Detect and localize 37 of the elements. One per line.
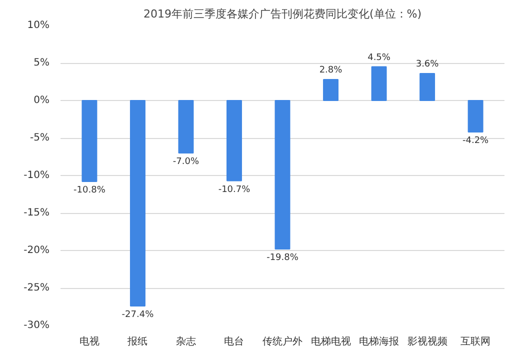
y-tick-label: 5%	[34, 58, 50, 68]
y-tick-label: 10%	[27, 20, 50, 31]
data-label: -4.2%	[462, 136, 490, 146]
bar	[178, 100, 194, 154]
bar	[82, 100, 98, 182]
x-tick-label: 互联网	[460, 336, 491, 348]
y-tick-label: -5%	[30, 132, 50, 144]
data-label: -27.4%	[122, 310, 154, 320]
x-tick-label: 影视视频	[407, 336, 448, 348]
bar	[323, 79, 338, 101]
x-tick-label: 电梯海报	[359, 336, 400, 348]
bar	[420, 73, 436, 101]
data-label: -19.8%	[266, 253, 299, 263]
chart-title: 2019年前三季度各媒介广告刊例花费同比变化(单位：%)	[143, 8, 422, 20]
x-tick-label: 报纸	[126, 336, 148, 348]
y-tick-label: -25%	[24, 282, 50, 294]
data-label: -10.7%	[218, 184, 251, 195]
data-label: 3.6%	[416, 60, 440, 70]
bar	[274, 100, 290, 250]
data-label: 4.5%	[368, 52, 391, 63]
y-tick-label: -15%	[24, 208, 50, 218]
data-label: -7.0%	[172, 157, 200, 167]
bar	[468, 100, 484, 132]
y-tick-label: -10%	[24, 170, 50, 181]
x-tick-label: 杂志	[176, 336, 196, 348]
x-tick-label: 电台	[224, 336, 244, 348]
bar	[130, 100, 146, 306]
x-tick-label: 电视	[79, 336, 100, 348]
y-tick-label: -30%	[24, 320, 50, 331]
bar	[371, 66, 387, 101]
x-tick-label: 传统户外	[262, 336, 302, 348]
x-tick-label: 电梯电视	[310, 336, 351, 348]
data-label: -10.8%	[74, 186, 106, 196]
y-tick-label: 0%	[34, 95, 50, 106]
y-tick-label: -20%	[24, 245, 50, 256]
data-label: 2.8%	[319, 66, 343, 76]
bar	[226, 100, 242, 182]
